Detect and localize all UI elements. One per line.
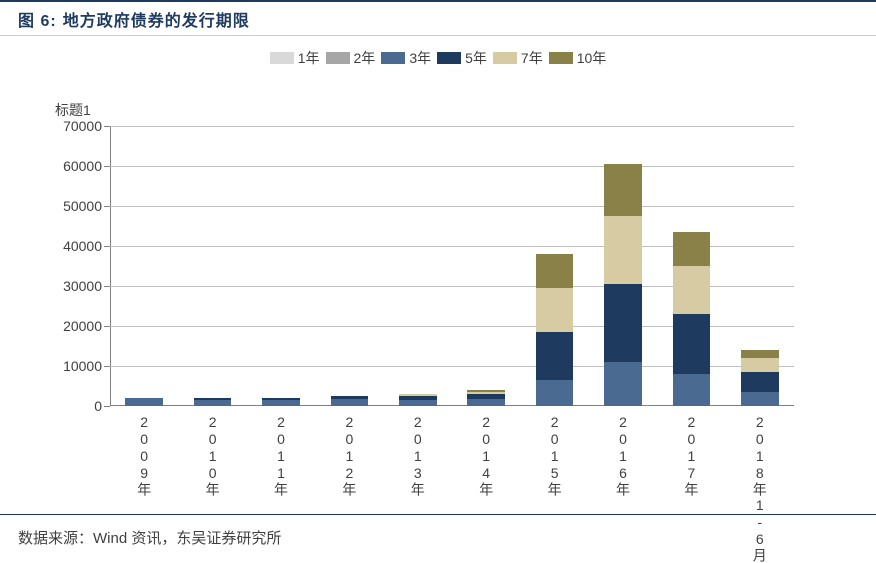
chart-area: 1年 2年 3年 5年 7年 10年 标题1 0 10000 20000 30000 40000 5… bbox=[0, 36, 876, 506]
bar-segment bbox=[604, 216, 642, 284]
bar-segment bbox=[673, 314, 711, 374]
bar-segment bbox=[536, 380, 574, 406]
x-tick-label: 2011年 bbox=[271, 414, 291, 497]
bar-segment bbox=[604, 164, 642, 216]
bar-group bbox=[194, 126, 232, 406]
legend-label: 7年 bbox=[521, 48, 543, 68]
legend-swatch bbox=[549, 52, 573, 64]
legend-label: 3年 bbox=[409, 48, 431, 68]
y-tick-mark bbox=[104, 406, 110, 407]
y-tick-label: 40000 bbox=[42, 238, 102, 254]
figure-title: 地方政府债券的发行期限 bbox=[63, 7, 250, 31]
legend-item: 5年 bbox=[437, 48, 487, 68]
bar-group bbox=[673, 126, 711, 406]
bar-segment bbox=[399, 394, 437, 396]
bar-segment bbox=[467, 392, 505, 395]
bar-segment bbox=[262, 400, 300, 406]
legend: 1年 2年 3年 5年 7年 10年 bbox=[0, 36, 876, 68]
bar-segment bbox=[604, 362, 642, 406]
bar-group bbox=[467, 126, 505, 406]
x-tick-label: 2013年 bbox=[408, 414, 428, 497]
x-tick-label: 2015年 bbox=[545, 414, 565, 497]
bar-segment bbox=[399, 396, 437, 400]
bar-segment bbox=[467, 399, 505, 406]
bar-segment bbox=[536, 332, 574, 380]
bar-segment bbox=[467, 394, 505, 399]
bar-group bbox=[536, 126, 574, 406]
bar-group bbox=[331, 126, 369, 406]
bar-group bbox=[741, 126, 779, 406]
bar-group bbox=[262, 126, 300, 406]
figure-header: 图 6: 地方政府债券的发行期限 bbox=[0, 0, 876, 36]
legend-swatch bbox=[493, 52, 517, 64]
y-tick-label: 20000 bbox=[42, 318, 102, 334]
bar-segment bbox=[262, 398, 300, 400]
y-tick-label: 50000 bbox=[42, 198, 102, 214]
x-tick-label: 2012年 bbox=[339, 414, 359, 497]
y-tick-label: 30000 bbox=[42, 278, 102, 294]
x-tick-label: 2014年 bbox=[476, 414, 496, 497]
y-axis-title: 标题1 bbox=[55, 100, 91, 120]
bar-segment bbox=[741, 350, 779, 358]
source-text: 数据来源：Wind 资讯，东吴证券研究所 bbox=[18, 530, 281, 547]
bar-segment bbox=[673, 232, 711, 266]
legend-item: 7年 bbox=[493, 48, 543, 68]
bar-segment bbox=[331, 396, 369, 399]
bar-segment bbox=[741, 392, 779, 406]
figure-label: 图 6: bbox=[18, 7, 57, 31]
y-tick-label: 70000 bbox=[42, 118, 102, 134]
bar-segment bbox=[673, 266, 711, 314]
legend-item: 3年 bbox=[381, 48, 431, 68]
bar-segment bbox=[331, 399, 369, 406]
legend-item: 2年 bbox=[326, 48, 376, 68]
legend-label: 1年 bbox=[298, 48, 320, 68]
x-tick-label: 2016年 bbox=[613, 414, 633, 497]
figure-container: 图 6: 地方政府债券的发行期限 1年 2年 3年 5年 7年 10年 标题1 0 1000… bbox=[0, 0, 876, 558]
legend-swatch bbox=[437, 52, 461, 64]
x-tick-label: 2017年 bbox=[681, 414, 701, 497]
legend-label: 5年 bbox=[465, 48, 487, 68]
bar-segment bbox=[536, 288, 574, 332]
bar-group bbox=[399, 126, 437, 406]
bar-segment bbox=[604, 284, 642, 362]
legend-item: 10年 bbox=[549, 48, 607, 68]
figure-source: 数据来源：Wind 资讯，东吴证券研究所 bbox=[0, 514, 876, 558]
bar-segment bbox=[467, 390, 505, 392]
bar-group bbox=[125, 126, 163, 406]
y-tick-label: 10000 bbox=[42, 358, 102, 374]
bar-segment bbox=[673, 374, 711, 406]
plot-area bbox=[110, 126, 830, 406]
bars-layer bbox=[110, 126, 830, 406]
bar-segment bbox=[399, 400, 437, 406]
bar-segment bbox=[741, 358, 779, 372]
legend-swatch bbox=[270, 52, 294, 64]
legend-item: 1年 bbox=[270, 48, 320, 68]
x-tick-label: 2009年 bbox=[134, 414, 154, 497]
x-tick-label: 2010年 bbox=[203, 414, 223, 497]
bar-group bbox=[604, 126, 642, 406]
y-tick-label: 0 bbox=[42, 398, 102, 414]
bar-segment bbox=[194, 400, 232, 406]
bar-segment bbox=[125, 398, 163, 406]
legend-label: 10年 bbox=[577, 48, 607, 68]
bar-segment bbox=[194, 398, 232, 399]
legend-swatch bbox=[326, 52, 350, 64]
y-tick-label: 60000 bbox=[42, 158, 102, 174]
bar-segment bbox=[536, 254, 574, 288]
legend-swatch bbox=[381, 52, 405, 64]
legend-label: 2年 bbox=[354, 48, 376, 68]
bar-segment bbox=[741, 372, 779, 392]
